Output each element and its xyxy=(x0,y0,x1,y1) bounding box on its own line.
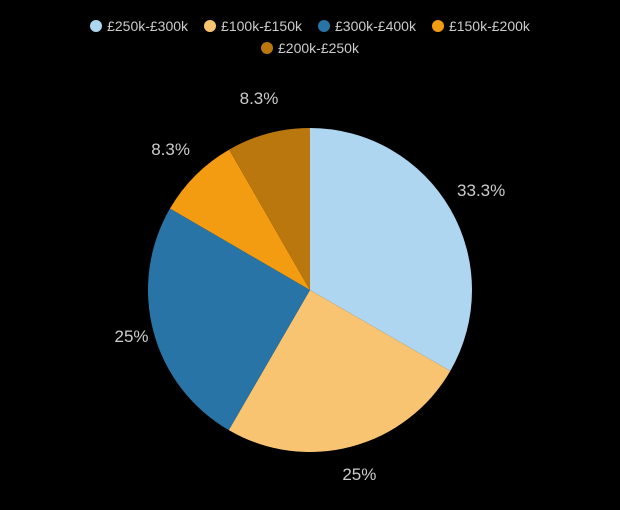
legend-item: £200k-£250k xyxy=(261,37,359,59)
legend-label: £150k-£200k xyxy=(449,18,530,34)
legend-label: £250k-£300k xyxy=(107,18,188,34)
legend-label: £100k-£150k xyxy=(221,18,302,34)
legend-item: £300k-£400k xyxy=(318,15,416,37)
pie-svg xyxy=(130,110,490,470)
legend-item: £150k-£200k xyxy=(432,15,530,37)
legend-label: £300k-£400k xyxy=(335,18,416,34)
legend-swatch xyxy=(90,20,102,32)
legend-item: £100k-£150k xyxy=(204,15,302,37)
legend-swatch xyxy=(318,20,330,32)
legend-swatch xyxy=(261,42,273,54)
pie-chart: 33.3%25%25%8.3%8.3% xyxy=(130,110,490,470)
slice-label: 8.3% xyxy=(240,89,279,109)
legend-item: £250k-£300k xyxy=(90,15,188,37)
legend-label: £200k-£250k xyxy=(278,40,359,56)
chart-container: { "chart": { "type": "pie", "background_… xyxy=(0,0,620,510)
legend: £250k-£300k £100k-£150k £300k-£400k £150k-£… xyxy=(0,15,620,59)
legend-swatch xyxy=(432,20,444,32)
legend-swatch xyxy=(204,20,216,32)
